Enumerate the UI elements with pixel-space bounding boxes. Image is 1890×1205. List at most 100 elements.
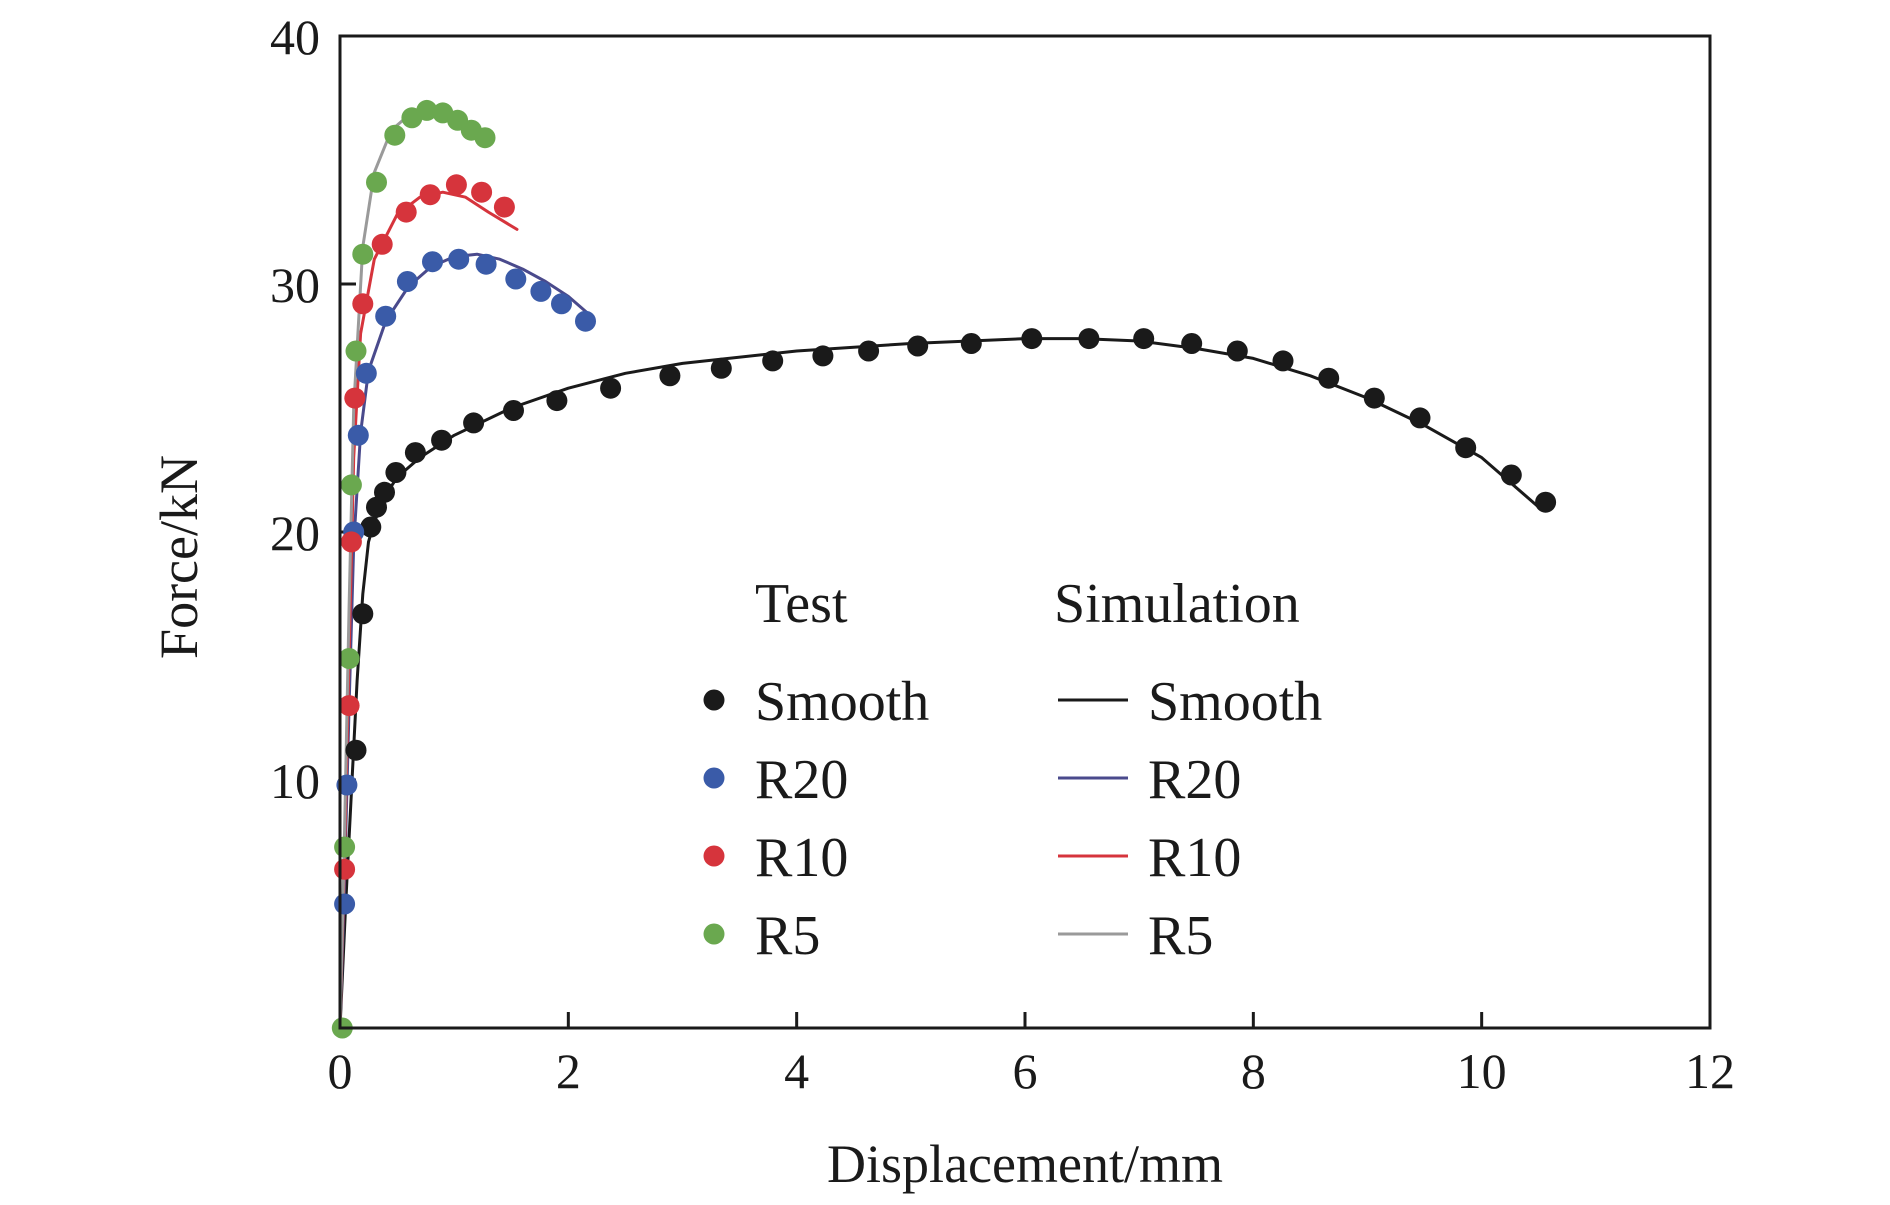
legend-test-marker-r5 bbox=[703, 923, 725, 945]
test-point-smooth bbox=[907, 335, 929, 357]
legend-sim-label-r10: R10 bbox=[1148, 827, 1241, 889]
x-tick-labels: 0 2 4 6 8 10 12 bbox=[328, 1043, 1736, 1099]
simulation-curves bbox=[338, 108, 1541, 1030]
plot-area-frame bbox=[338, 34, 1712, 1030]
test-point-smooth bbox=[1363, 387, 1385, 409]
test-point-smooth bbox=[1535, 491, 1557, 513]
test-point-r5 bbox=[416, 99, 438, 121]
test-point-smooth bbox=[1318, 367, 1340, 389]
test-point-smooth bbox=[960, 333, 982, 354]
test-point-r5 bbox=[334, 836, 356, 858]
y-axis-label: Force/kN bbox=[149, 455, 209, 659]
legend-simulation-header: Simulation bbox=[1054, 573, 1300, 635]
test-markers bbox=[331, 99, 1557, 1039]
test-point-smooth bbox=[1133, 328, 1155, 350]
test-point-r20 bbox=[530, 280, 552, 302]
test-point-r20 bbox=[448, 248, 470, 270]
test-point-r20 bbox=[347, 424, 369, 446]
legend-test-label-r10: R10 bbox=[755, 827, 848, 889]
legend-test-header: Test bbox=[755, 573, 848, 635]
x-tick-label: 10 bbox=[1457, 1043, 1507, 1099]
test-point-r20 bbox=[336, 774, 358, 796]
y-tick-label: 40 bbox=[270, 9, 320, 65]
x-tick-label: 6 bbox=[1013, 1043, 1038, 1099]
test-point-r20 bbox=[575, 310, 596, 332]
legend-test-label-r5: R5 bbox=[755, 905, 820, 967]
legend-test-marker-r10 bbox=[703, 845, 725, 867]
test-point-r20 bbox=[475, 253, 497, 275]
test-point-smooth bbox=[1409, 407, 1431, 429]
y-tick-label: 10 bbox=[270, 753, 320, 809]
test-point-r10 bbox=[352, 293, 374, 315]
test-point-smooth bbox=[858, 340, 880, 362]
test-point-smooth bbox=[659, 365, 681, 387]
test-point-r5 bbox=[340, 474, 362, 496]
test-point-r10 bbox=[395, 201, 417, 223]
test-point-r20 bbox=[355, 362, 377, 384]
test-point-smooth bbox=[503, 400, 524, 421]
test-point-r20 bbox=[334, 893, 356, 915]
legend-test-marker-smooth bbox=[703, 689, 725, 711]
y-tick-label: 30 bbox=[270, 257, 320, 313]
test-point-smooth bbox=[1272, 350, 1294, 372]
legend-test-label-r20: R20 bbox=[755, 749, 848, 811]
test-point-smooth bbox=[345, 739, 367, 761]
test-point-smooth bbox=[431, 429, 453, 451]
test-point-smooth bbox=[360, 516, 382, 538]
legend-rows: Smooth Smooth R20 R20 R10 R10 R5 R5 bbox=[703, 671, 1322, 967]
x-tick-label: 2 bbox=[556, 1043, 581, 1099]
legend-sim-label-r5: R5 bbox=[1148, 905, 1213, 967]
test-point-r10 bbox=[471, 181, 493, 203]
test-point-r20 bbox=[505, 268, 527, 290]
simulation-line-r20 bbox=[338, 252, 593, 1030]
test-point-smooth bbox=[1021, 328, 1043, 350]
test-point-r20 bbox=[375, 305, 397, 327]
test-point-r10 bbox=[344, 387, 366, 409]
test-point-r10 bbox=[334, 858, 356, 880]
test-point-r10 bbox=[493, 196, 515, 218]
test-point-r5 bbox=[352, 243, 374, 265]
test-point-smooth bbox=[600, 377, 622, 399]
test-point-r20 bbox=[551, 293, 572, 315]
test-point-r5 bbox=[366, 171, 387, 193]
test-point-smooth bbox=[352, 603, 374, 625]
test-point-smooth bbox=[710, 357, 732, 379]
test-point-r5 bbox=[338, 648, 360, 669]
axis-ticks bbox=[340, 282, 1484, 1028]
test-point-smooth bbox=[374, 481, 395, 503]
test-point-smooth bbox=[1078, 328, 1100, 350]
legend: Test Simulation Smooth Smooth R20 R20 R10 R10… bbox=[703, 573, 1322, 967]
x-tick-label: 0 bbox=[328, 1043, 353, 1099]
y-tick-label: 20 bbox=[270, 505, 320, 561]
test-point-r10 bbox=[371, 233, 393, 255]
test-point-smooth bbox=[463, 412, 485, 434]
test-point-smooth bbox=[762, 350, 784, 372]
test-point-r10 bbox=[338, 695, 360, 717]
test-point-smooth bbox=[1181, 333, 1203, 354]
legend-sim-label-smooth: Smooth bbox=[1148, 671, 1322, 733]
test-point-smooth bbox=[385, 462, 407, 483]
simulation-line-smooth bbox=[338, 337, 1541, 1030]
x-tick-label: 4 bbox=[784, 1043, 809, 1099]
test-point-smooth bbox=[546, 390, 568, 412]
test-point-r5 bbox=[474, 127, 496, 149]
test-point-r5 bbox=[384, 124, 406, 146]
y-tick-labels: 10 20 30 40 bbox=[270, 9, 320, 809]
legend-test-label-smooth: Smooth bbox=[755, 671, 929, 733]
test-point-smooth bbox=[404, 442, 426, 464]
x-axis-label: Displacement/mm bbox=[827, 1134, 1223, 1194]
x-tick-label: 8 bbox=[1241, 1043, 1266, 1099]
test-point-r10 bbox=[340, 531, 362, 553]
test-point-r20 bbox=[422, 251, 443, 273]
legend-sim-label-r20: R20 bbox=[1148, 749, 1241, 811]
legend-test-marker-r20 bbox=[703, 767, 725, 789]
x-tick-label: 12 bbox=[1685, 1043, 1735, 1099]
test-point-smooth bbox=[1500, 464, 1522, 486]
test-point-r5 bbox=[345, 340, 367, 362]
test-point-r10 bbox=[445, 174, 467, 196]
test-point-r20 bbox=[396, 271, 418, 292]
test-point-smooth bbox=[1226, 340, 1248, 362]
test-point-r10 bbox=[419, 184, 441, 206]
test-point-smooth bbox=[1455, 437, 1477, 459]
